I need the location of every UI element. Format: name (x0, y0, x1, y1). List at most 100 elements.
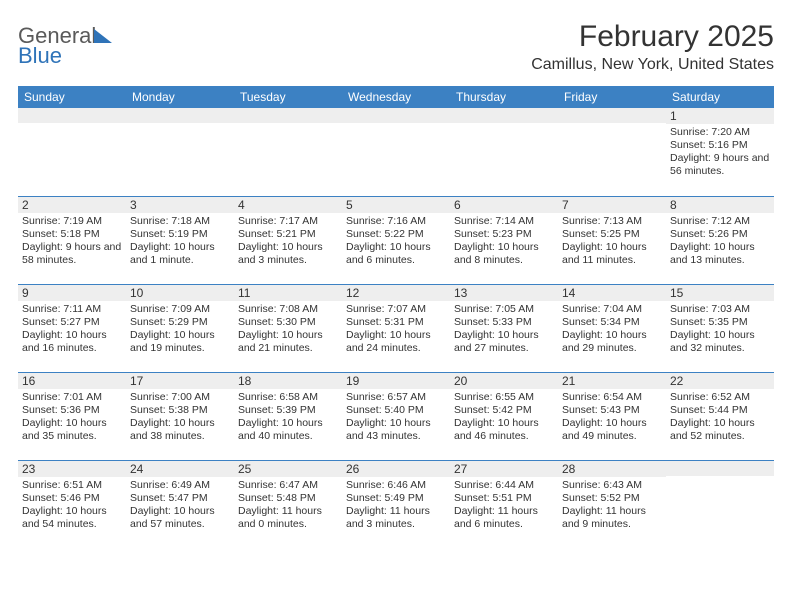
title-block: February 2025 Camillus, New York, United… (531, 20, 774, 74)
day-cell (234, 108, 342, 196)
daylight-text: Daylight: 11 hours and 3 minutes. (346, 505, 446, 531)
sunrise-text: Sunrise: 6:44 AM (454, 479, 554, 492)
day-number: 26 (342, 461, 450, 477)
day-cell: 16 Sunrise: 7:01 AMSunset: 5:36 PMDayligh… (18, 372, 126, 460)
sunrise-text: Sunrise: 7:18 AM (130, 215, 230, 228)
daylight-text: Daylight: 10 hours and 46 minutes. (454, 417, 554, 443)
daylight-text: Daylight: 10 hours and 16 minutes. (22, 329, 122, 355)
day-info: Sunrise: 7:01 AMSunset: 5:36 PMDaylight:… (21, 391, 123, 444)
empty-day (18, 108, 126, 123)
sunrise-text: Sunrise: 7:01 AM (22, 391, 122, 404)
daylight-text: Daylight: 10 hours and 6 minutes. (346, 241, 446, 267)
day-info: Sunrise: 6:55 AMSunset: 5:42 PMDaylight:… (453, 391, 555, 444)
day-info: Sunrise: 6:57 AMSunset: 5:40 PMDaylight:… (345, 391, 447, 444)
daylight-text: Daylight: 10 hours and 21 minutes. (238, 329, 338, 355)
day-number: 13 (450, 285, 558, 301)
daylight-text: Daylight: 10 hours and 52 minutes. (670, 417, 770, 443)
day-info: Sunrise: 7:18 AMSunset: 5:19 PMDaylight:… (129, 215, 231, 268)
sunset-text: Sunset: 5:46 PM (22, 492, 122, 505)
day-number: 23 (18, 461, 126, 477)
day-info: Sunrise: 7:03 AMSunset: 5:35 PMDaylight:… (669, 303, 771, 356)
sunset-text: Sunset: 5:18 PM (22, 228, 122, 241)
day-cell: 25Sunrise: 6:47 AMSunset: 5:48 PMDayligh… (234, 460, 342, 548)
day-info: Sunrise: 7:04 AMSunset: 5:34 PMDaylight:… (561, 303, 663, 356)
sunrise-text: Sunrise: 7:03 AM (670, 303, 770, 316)
sunset-text: Sunset: 5:22 PM (346, 228, 446, 241)
sunset-text: Sunset: 5:19 PM (130, 228, 230, 241)
day-number: 12 (342, 285, 450, 301)
day-header-wednesday: Wednesday (342, 86, 450, 108)
sunrise-text: Sunrise: 7:09 AM (130, 303, 230, 316)
day-cell: 2Sunrise: 7:19 AMSunset: 5:18 PMDaylight… (18, 196, 126, 284)
logo-text: General Blue (18, 26, 112, 66)
daylight-text: Daylight: 10 hours and 43 minutes. (346, 417, 446, 443)
sunset-text: Sunset: 5:47 PM (130, 492, 230, 505)
sunset-text: Sunset: 5:44 PM (670, 404, 770, 417)
sunrise-text: Sunrise: 6:55 AM (454, 391, 554, 404)
day-number: 15 (666, 285, 774, 301)
sunrise-text: Sunrise: 7:14 AM (454, 215, 554, 228)
day-cell: 1Sunrise: 7:20 AMSunset: 5:16 PMDaylight… (666, 108, 774, 196)
daylight-text: Daylight: 10 hours and 27 minutes. (454, 329, 554, 355)
logo: General Blue (18, 20, 112, 66)
empty-day (450, 108, 558, 123)
day-number: 9 (18, 285, 126, 301)
daylight-text: Daylight: 9 hours and 56 minutes. (670, 152, 770, 178)
day-cell: 23 Sunrise: 6:51 AMSunset: 5:46 PMDayligh… (18, 460, 126, 548)
daylight-text: Daylight: 11 hours and 6 minutes. (454, 505, 554, 531)
daylight-text: Daylight: 10 hours and 8 minutes. (454, 241, 554, 267)
day-info: Sunrise: 6:46 AMSunset: 5:49 PMDaylight:… (345, 479, 447, 532)
day-number: 3 (126, 197, 234, 213)
month-title: February 2025 (531, 20, 774, 54)
daylight-text: Daylight: 10 hours and 19 minutes. (130, 329, 230, 355)
day-info: Sunrise: 7:19 AMSunset: 5:18 PMDaylight:… (21, 215, 123, 268)
sunrise-text: Sunrise: 7:19 AM (22, 215, 122, 228)
day-header-friday: Friday (558, 86, 666, 108)
sunrise-text: Sunrise: 7:16 AM (346, 215, 446, 228)
calendar-body: 1Sunrise: 7:20 AMSunset: 5:16 PMDaylight… (18, 108, 774, 548)
day-cell (666, 460, 774, 548)
day-info: Sunrise: 7:17 AMSunset: 5:21 PMDaylight:… (237, 215, 339, 268)
day-info: Sunrise: 7:09 AMSunset: 5:29 PMDaylight:… (129, 303, 231, 356)
page-header: General Blue February 2025 Camillus, New… (18, 20, 774, 74)
sunset-text: Sunset: 5:21 PM (238, 228, 338, 241)
day-info: Sunrise: 7:20 AMSunset: 5:16 PMDaylight:… (669, 126, 771, 179)
day-cell: 27Sunrise: 6:44 AMSunset: 5:51 PMDayligh… (450, 460, 558, 548)
daylight-text: Daylight: 10 hours and 57 minutes. (130, 505, 230, 531)
sunrise-text: Sunrise: 6:43 AM (562, 479, 662, 492)
week-row: 23 Sunrise: 6:51 AMSunset: 5:46 PMDayligh… (18, 460, 774, 548)
daylight-text: Daylight: 10 hours and 1 minute. (130, 241, 230, 267)
day-number: 21 (558, 373, 666, 389)
daylight-text: Daylight: 10 hours and 3 minutes. (238, 241, 338, 267)
day-cell: 18Sunrise: 6:58 AMSunset: 5:39 PMDayligh… (234, 372, 342, 460)
calendar-table: Sunday Monday Tuesday Wednesday Thursday… (18, 86, 774, 548)
day-number: 6 (450, 197, 558, 213)
empty-day (234, 108, 342, 123)
sunset-text: Sunset: 5:38 PM (130, 404, 230, 417)
day-cell: 21Sunrise: 6:54 AMSunset: 5:43 PMDayligh… (558, 372, 666, 460)
day-info: Sunrise: 6:51 AMSunset: 5:46 PMDaylight:… (21, 479, 123, 532)
sunset-text: Sunset: 5:43 PM (562, 404, 662, 417)
sunrise-text: Sunrise: 7:00 AM (130, 391, 230, 404)
sunset-text: Sunset: 5:27 PM (22, 316, 122, 329)
sunrise-text: Sunrise: 7:04 AM (562, 303, 662, 316)
day-number: 28 (558, 461, 666, 477)
day-info: Sunrise: 7:05 AMSunset: 5:33 PMDaylight:… (453, 303, 555, 356)
sunrise-text: Sunrise: 6:46 AM (346, 479, 446, 492)
day-cell: 28Sunrise: 6:43 AMSunset: 5:52 PMDayligh… (558, 460, 666, 548)
day-number: 16 (18, 373, 126, 389)
sunrise-text: Sunrise: 7:05 AM (454, 303, 554, 316)
location-subtitle: Camillus, New York, United States (531, 56, 774, 74)
sunset-text: Sunset: 5:48 PM (238, 492, 338, 505)
day-info: Sunrise: 7:13 AMSunset: 5:25 PMDaylight:… (561, 215, 663, 268)
day-cell (18, 108, 126, 196)
day-cell: 17Sunrise: 7:00 AMSunset: 5:38 PMDayligh… (126, 372, 234, 460)
week-row: 9Sunrise: 7:11 AMSunset: 5:27 PMDaylight… (18, 284, 774, 372)
sunset-text: Sunset: 5:42 PM (454, 404, 554, 417)
day-cell: 24Sunrise: 6:49 AMSunset: 5:47 PMDayligh… (126, 460, 234, 548)
day-number: 20 (450, 373, 558, 389)
sunrise-text: Sunrise: 7:12 AM (670, 215, 770, 228)
daylight-text: Daylight: 11 hours and 9 minutes. (562, 505, 662, 531)
day-cell: 15 Sunrise: 7:03 AMSunset: 5:35 PMDayligh… (666, 284, 774, 372)
day-info: Sunrise: 6:49 AMSunset: 5:47 PMDaylight:… (129, 479, 231, 532)
